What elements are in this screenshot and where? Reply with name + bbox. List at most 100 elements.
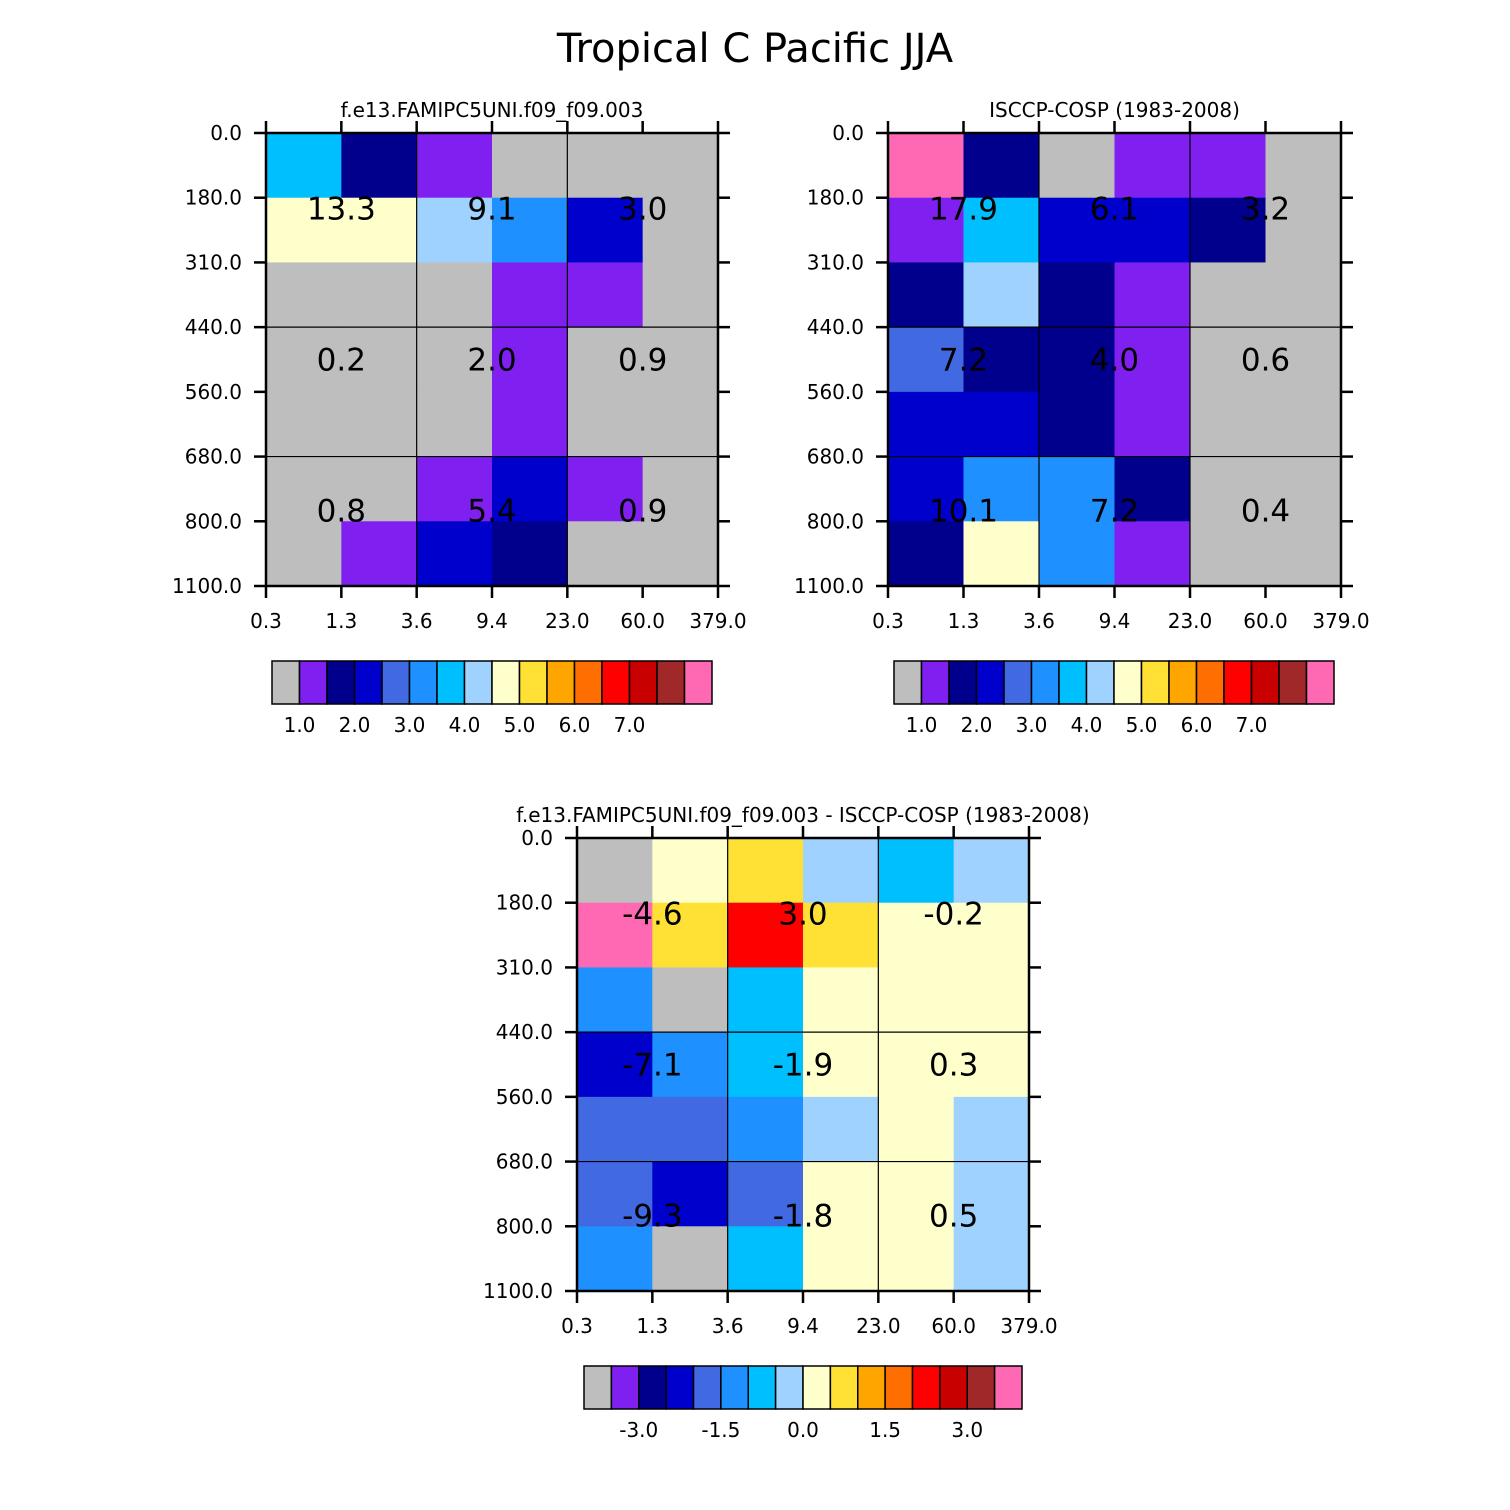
histogram-cell (577, 1161, 653, 1227)
histogram-cell (803, 838, 879, 904)
histogram-cell (1265, 262, 1342, 328)
histogram-cell (567, 133, 644, 199)
colorbar-swatch (683, 660, 713, 705)
x-tick-label: 1.3 (948, 609, 980, 633)
histogram-cell (1190, 197, 1267, 264)
histogram-cell (963, 262, 1040, 328)
bin-sum-label: -1.9 (773, 1048, 834, 1084)
bin-sum-label: 3.2 (1241, 192, 1290, 228)
x-tick-label: 60.0 (1243, 609, 1288, 633)
histogram-cell (652, 1226, 729, 1292)
y-tick-label: 180.0 (807, 186, 864, 210)
colorbar-swatch (665, 1365, 695, 1410)
histogram-cell (803, 967, 879, 1033)
histogram-cell (963, 327, 1040, 393)
colorbar-swatch (774, 1365, 804, 1410)
histogram-cell (1190, 133, 1267, 199)
histogram-cell (1190, 262, 1267, 328)
x-tick-label: 23.0 (545, 609, 590, 633)
colorbar-label: 3.0 (1016, 713, 1048, 737)
histogram-cell (492, 262, 568, 328)
histogram-cell (803, 1096, 879, 1163)
panel-obs-histogram: ISCCP-COSP (1983-2008) 0.0 180.0 310.0 440.0… (794, 98, 1370, 737)
colorbar-label: 1.0 (284, 713, 316, 737)
histogram-cell (1114, 456, 1191, 522)
histogram-cell (266, 133, 342, 199)
bin-sum-label: 10.1 (929, 494, 998, 530)
colorbar-label: -1.5 (701, 1418, 740, 1442)
histogram-cell (567, 456, 644, 522)
y-tick-label: 310.0 (807, 250, 864, 274)
colorbar-label: 6.0 (559, 713, 591, 737)
bin-sum-label: 3.0 (778, 897, 827, 933)
histogram-cell (492, 133, 568, 199)
y-tick-label: 800.0 (185, 509, 242, 533)
histogram-cell (567, 391, 644, 458)
x-tick-label: 1.3 (636, 1314, 668, 1338)
bin-sum-label: 0.9 (618, 343, 667, 379)
histogram-cell (888, 391, 965, 458)
colorbar-swatch (939, 1365, 968, 1410)
colorbar-swatch (271, 660, 301, 705)
histogram-cell (1114, 197, 1191, 264)
histogram-cell (652, 967, 729, 1033)
histogram-cell (1039, 456, 1116, 522)
histogram-cell (953, 902, 1030, 969)
histogram-cell (953, 838, 1030, 904)
y-tick-label: 800.0 (496, 1214, 553, 1238)
histogram-cell (416, 456, 493, 522)
colorbar-swatch (692, 1365, 722, 1410)
histogram-cell (878, 1032, 955, 1098)
histogram-cell (953, 1032, 1030, 1098)
bin-sum-label: 3.0 (618, 192, 667, 228)
histogram-cell (266, 197, 342, 264)
colorbar-label: 4.0 (1071, 713, 1103, 737)
histogram-cell (567, 197, 644, 264)
colorbar-swatch (1250, 660, 1280, 705)
panel-title: f.e13.FAMIPC5UNI.f09_f09.003 - ISCCP-COS… (516, 803, 1089, 827)
histogram-cell (577, 902, 653, 969)
bin-sum-label: 0.6 (1241, 343, 1290, 379)
histogram-cell (963, 391, 1040, 458)
histogram-cell (803, 1226, 879, 1292)
colorbar-label: 5.0 (1126, 713, 1158, 737)
x-tick-label: 3.6 (712, 1314, 744, 1338)
histogram-cell (1114, 262, 1191, 328)
histogram-cell (577, 838, 653, 904)
colorbar-swatch (720, 1365, 749, 1410)
panel-title: f.e13.FAMIPC5UNI.f09_f09.003 (341, 98, 644, 122)
histogram-cell (492, 456, 568, 522)
y-tick-label: 560.0 (807, 380, 864, 404)
histogram-cell (888, 197, 965, 264)
y-tick-label: 440.0 (807, 315, 864, 339)
colorbar-swatch (1140, 660, 1170, 705)
colorbar-swatch (857, 1365, 886, 1410)
colorbar-label: 3.0 (394, 713, 426, 737)
bin-sum-label: -4.6 (622, 897, 683, 933)
histogram-cell (888, 133, 965, 199)
y-tick-label: 0.0 (832, 121, 864, 145)
colorbar-swatch (802, 1365, 832, 1410)
bin-sum-label: 6.1 (1090, 192, 1139, 228)
bin-sum-label: 2.0 (467, 343, 516, 379)
colorbar-swatch (381, 660, 411, 705)
panel-difference-histogram: f.e13.FAMIPC5UNI.f09_f09.003 - ISCCP-COS… (483, 803, 1090, 1442)
colorbar-swatch (436, 660, 466, 705)
y-tick-label: 680.0 (496, 1150, 553, 1174)
colorbar-swatch (463, 660, 493, 705)
x-tick-label: 60.0 (620, 609, 665, 633)
x-tick-label: 3.6 (401, 609, 433, 633)
x-tick-label: 3.6 (1023, 609, 1055, 633)
colorbar-swatch (966, 1365, 996, 1410)
colorbar-swatch (601, 660, 631, 705)
histogram-cell (577, 1226, 653, 1292)
panel-title: ISCCP-COSP (1983-2008) (989, 98, 1240, 122)
histogram-cell (266, 521, 342, 587)
histogram-cell (1114, 391, 1191, 458)
histogram-cell (727, 967, 804, 1033)
histogram-cell (341, 197, 418, 264)
bin-sum-label: 7.2 (939, 343, 988, 379)
bin-sum-label: 0.4 (1241, 494, 1290, 530)
x-tick-label: 23.0 (856, 1314, 901, 1338)
histogram-cell (652, 1161, 729, 1227)
